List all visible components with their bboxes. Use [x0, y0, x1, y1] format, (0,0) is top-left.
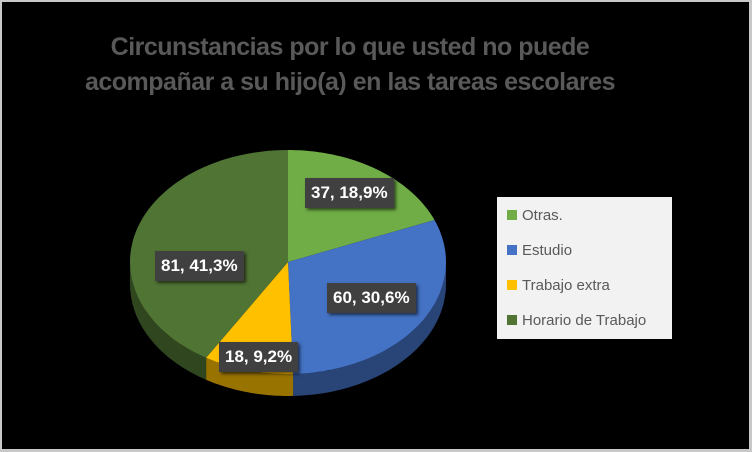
- chart-title-line-2: acompañar a su hijo(a) en las tareas esc…: [84, 68, 616, 96]
- legend: Otras. Estudio Trabajo extra Horario de …: [497, 197, 672, 339]
- legend-label: Horario de Trabajo: [522, 311, 647, 329]
- legend-swatch-estudio: [507, 245, 517, 255]
- chart-title-line-1: Circunstancias por lo que usted no puede: [110, 33, 590, 61]
- legend-swatch-otras: [507, 210, 517, 220]
- data-label-horario: 81, 41,3%: [155, 251, 244, 281]
- pie-side-1: [293, 262, 446, 396]
- legend-swatch-trabajo-extra: [507, 280, 517, 290]
- legend-item-trabajo-extra: Trabajo extra: [507, 275, 610, 295]
- legend-label: Trabajo extra: [522, 276, 610, 294]
- legend-label: Otras.: [522, 206, 563, 224]
- data-label-otras: 37, 18,9%: [305, 178, 394, 208]
- legend-item-horario: Horario de Trabajo: [507, 310, 646, 330]
- legend-item-otras: Otras.: [507, 205, 563, 225]
- chart-title: Circunstancias por lo que usted no puede…: [0, 30, 700, 100]
- legend-label: Estudio: [522, 241, 573, 259]
- legend-swatch-horario: [507, 315, 517, 325]
- legend-item-estudio: Estudio: [507, 240, 572, 260]
- data-label-estudio: 60, 30,6%: [327, 283, 416, 313]
- pie-side-3: [130, 262, 207, 380]
- data-label-trabajo-extra: 18, 9,2%: [219, 342, 299, 372]
